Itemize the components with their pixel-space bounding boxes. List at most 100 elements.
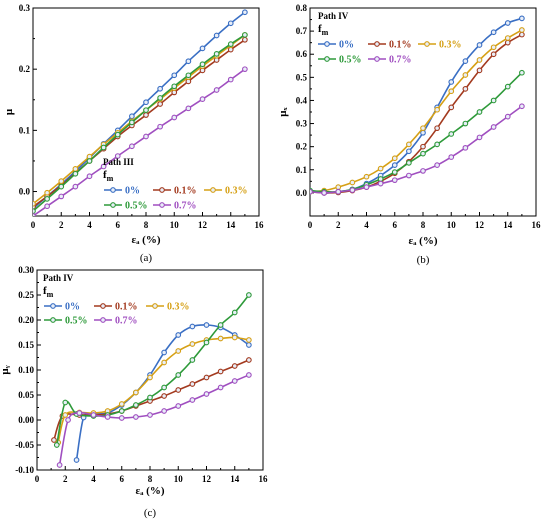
data-point: [129, 143, 135, 150]
plot-frame: [36, 269, 264, 471]
data-point: [199, 96, 206, 103]
data-point: [420, 143, 426, 150]
data-point: [391, 162, 398, 169]
data-point: [213, 87, 220, 93]
legend-swatch-marker: [424, 41, 430, 47]
data-point: [53, 442, 60, 448]
data-point: [434, 125, 440, 132]
legend: Path IV fm 0% 0.1% 0.3% 0.5% 0.7%: [318, 11, 462, 66]
y-axis-label: μₓ: [277, 106, 289, 116]
data-point: [33, 200, 36, 207]
x-tick-label: 14: [226, 220, 236, 230]
data-point: [335, 184, 342, 190]
y-tick-label: 0.2: [19, 64, 31, 74]
data-point: [490, 44, 497, 51]
data-point: [504, 35, 511, 41]
x-tick-label: 12: [198, 220, 208, 230]
data-point: [72, 183, 79, 190]
data-point: [227, 20, 234, 27]
data-point: [310, 188, 313, 195]
data-point: [189, 341, 196, 347]
data-point: [72, 166, 79, 172]
series-0.7%: [310, 103, 525, 196]
data-point: [203, 391, 210, 397]
data-point: [504, 113, 511, 120]
legend-swatch-marker: [374, 41, 380, 47]
data-point: [133, 389, 139, 396]
data-point: [434, 162, 440, 169]
data-point: [147, 412, 153, 418]
data-point: [519, 103, 525, 110]
data-point: [246, 292, 252, 298]
data-point: [476, 109, 483, 115]
data-point: [227, 76, 234, 83]
data-point: [161, 408, 167, 414]
x-tick-label: 12: [202, 474, 212, 484]
data-point: [349, 187, 356, 193]
legend-title: Path IV: [43, 273, 74, 283]
series-line: [75, 324, 250, 461]
y-tick-label: -0.10: [15, 465, 34, 475]
legend-entry: 0.1%: [389, 40, 412, 51]
data-point: [157, 123, 163, 130]
data-point: [391, 177, 398, 184]
data-point: [321, 190, 327, 196]
y-tick-label: 0.5: [296, 72, 308, 82]
data-point: [161, 359, 167, 366]
data-point: [33, 208, 36, 214]
legend-entry: 0.5%: [125, 201, 148, 212]
legend-swatch-marker: [100, 303, 106, 309]
legend-entry: 0%: [65, 302, 80, 313]
data-point: [227, 41, 234, 47]
data-point: [44, 203, 50, 210]
data-point: [242, 36, 248, 43]
x-axis-label: εₐ (%): [132, 234, 161, 246]
series-line: [33, 68, 246, 216]
data-point: [504, 83, 511, 90]
series-line: [33, 39, 246, 208]
y-tick-label: 0.6: [296, 49, 308, 59]
data-point: [175, 372, 182, 378]
legend-swatch-marker: [100, 317, 106, 323]
chart-panel-a: 0 2 4 6 8 10 12 14 16 0.0 0.1 0.2 0.3 εₐ (%) μ (a) Path …: [3, 3, 264, 264]
data-point: [133, 414, 139, 420]
data-point: [73, 457, 80, 463]
data-point: [434, 141, 440, 148]
data-point: [58, 178, 65, 184]
data-point: [504, 39, 511, 46]
legend-entry: 0.3%: [167, 302, 190, 313]
panel-label: (a): [140, 252, 153, 264]
x-tick-label: 14: [503, 220, 513, 230]
data-point: [51, 437, 57, 443]
data-point: [231, 363, 238, 369]
data-point: [203, 322, 210, 328]
data-point: [490, 29, 497, 36]
data-point: [246, 337, 252, 343]
legend: Path III fm 0% 0.1% 0.3% 0.5% 0.7%: [103, 157, 248, 212]
y-tick-label: 0.0: [19, 187, 31, 197]
data-point: [476, 57, 483, 63]
data-point: [147, 394, 153, 401]
data-point: [217, 335, 224, 342]
legend-swatch-marker: [110, 202, 116, 208]
data-point: [462, 86, 469, 92]
data-point: [203, 339, 210, 346]
data-point: [33, 213, 36, 216]
data-point: [231, 378, 238, 384]
x-tick-label: 2: [336, 220, 341, 230]
data-point: [476, 42, 483, 48]
data-point: [171, 114, 178, 121]
y-tick-label: 0.00: [18, 415, 34, 425]
legend-entry: 0%: [339, 40, 354, 51]
legend-swatch-marker: [324, 41, 330, 47]
y-tick-label: 0.15: [18, 340, 34, 350]
series-line: [33, 11, 246, 210]
data-point: [56, 462, 63, 468]
data-point: [519, 15, 525, 22]
data-point: [185, 72, 192, 79]
data-point: [72, 170, 79, 177]
data-point: [58, 183, 65, 190]
data-point: [189, 323, 196, 330]
legend-subtitle: fm: [318, 23, 329, 37]
